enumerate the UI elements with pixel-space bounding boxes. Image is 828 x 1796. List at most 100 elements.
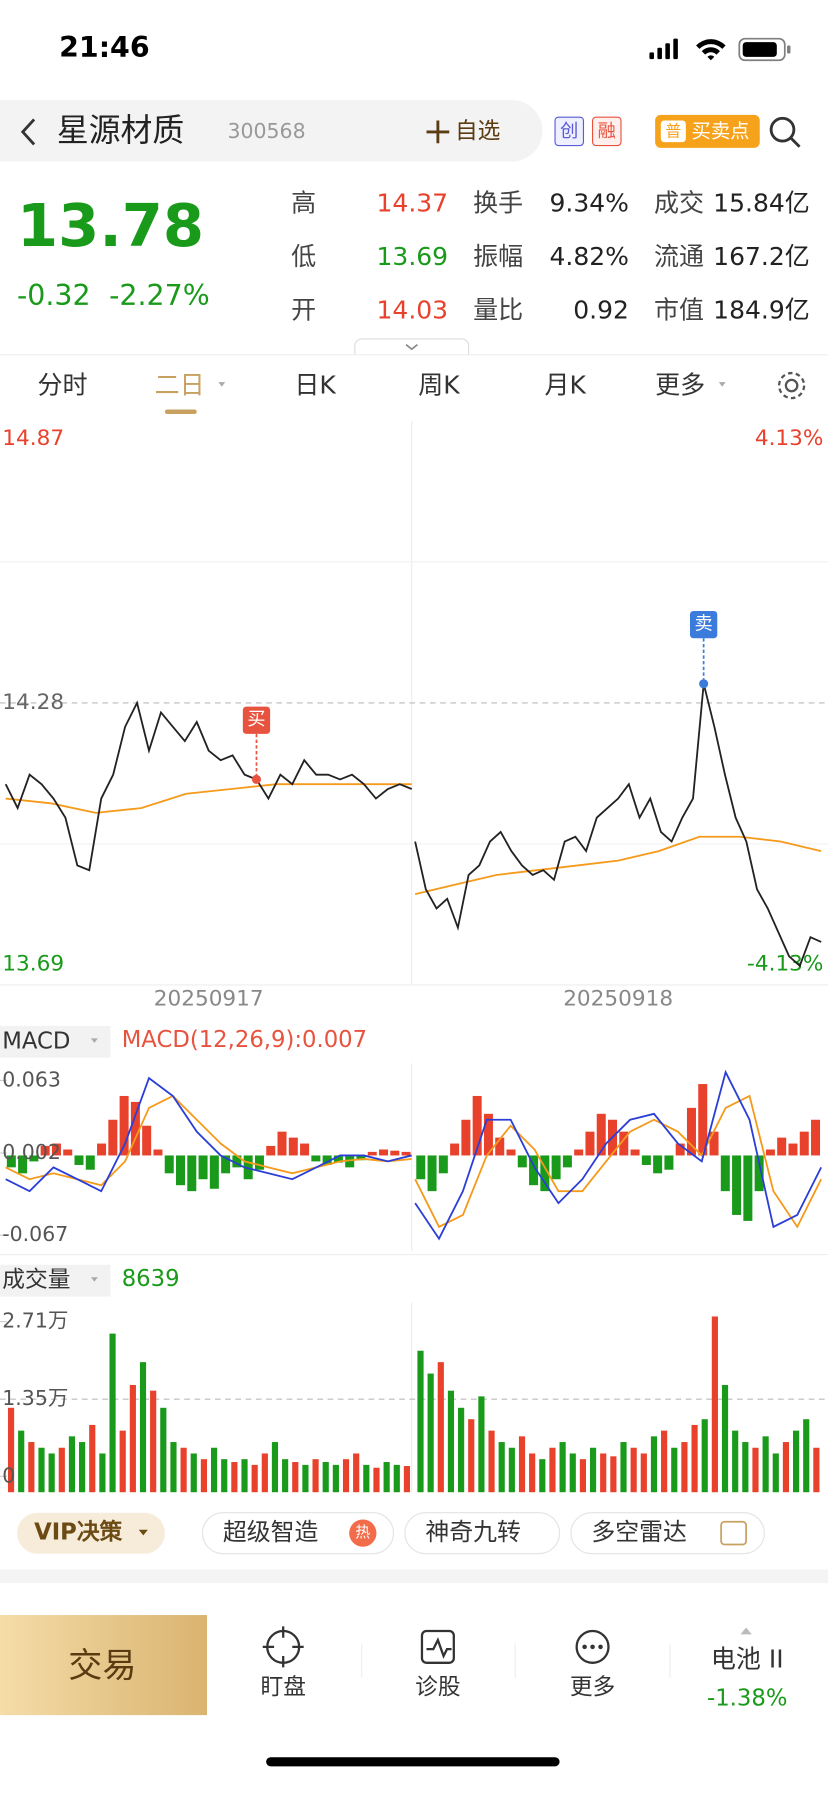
- tab-label: 月K: [545, 371, 587, 400]
- period-tab[interactable]: 更多: [655, 371, 726, 400]
- tool-label: VIP决策: [34, 1519, 122, 1546]
- back-button[interactable]: [20, 118, 36, 146]
- index-name: 电池 II: [711, 1645, 784, 1674]
- trade-button[interactable]: 交易: [0, 1615, 207, 1716]
- macd-bar: [345, 1155, 355, 1168]
- badge-box: [591, 116, 622, 147]
- period-tab[interactable]: 日K: [294, 371, 336, 400]
- watch-label: 自选: [455, 118, 500, 144]
- y-tick-label: 0: [2, 1463, 15, 1487]
- volume-bar: [579, 1459, 586, 1493]
- stock-name: 星源材质: [57, 111, 184, 149]
- volume-bar: [468, 1419, 475, 1493]
- volume-bar: [488, 1430, 495, 1493]
- period-tabs: 分时 二日 日K 周K 月K 更多: [38, 371, 726, 414]
- macd-bar: [709, 1131, 719, 1156]
- volume-bar: [119, 1430, 126, 1493]
- macd-bar: [450, 1143, 460, 1156]
- volume-label: 成交量: [2, 1267, 70, 1293]
- price-chart: 13.69 14.28 14.87 4.13% -4.13% 20250917 202509…: [0, 420, 828, 1012]
- macd-bar: [732, 1155, 742, 1215]
- date-label: 20250918: [563, 987, 673, 1012]
- macd-bar: [664, 1155, 674, 1170]
- macd-bar: [811, 1119, 821, 1156]
- stat-value: 4.82%: [549, 242, 628, 271]
- period-tab[interactable]: 二日: [155, 371, 226, 414]
- signal-label: 买: [247, 709, 265, 730]
- index-change: -1.38%: [707, 1686, 787, 1712]
- macd-indicator: MACD(12,26,9):0.007: [122, 1027, 367, 1053]
- price-change: -0.32: [17, 279, 91, 312]
- watch-button[interactable]: 自选: [426, 118, 501, 144]
- nav-watch[interactable]: 盯盘: [260, 1626, 306, 1700]
- volume-bar: [711, 1316, 718, 1493]
- volume-bar: [447, 1390, 455, 1493]
- signal-button[interactable]: 普 买卖点: [655, 114, 760, 148]
- macd-bar: [506, 1149, 516, 1156]
- tool-button[interactable]: 超级智造 热: [201, 1512, 395, 1555]
- volume-bar: [782, 1442, 790, 1493]
- macd-bar: [187, 1155, 197, 1192]
- macd-bar: [777, 1137, 787, 1156]
- macd-bar: [356, 1155, 366, 1161]
- volume-bar: [559, 1442, 566, 1493]
- stat-label: 高: [291, 189, 316, 218]
- volume-bar: [762, 1436, 769, 1493]
- macd-bar: [686, 1107, 696, 1156]
- tool-button[interactable]: 神奇九转: [404, 1512, 561, 1555]
- volume-bar: [363, 1464, 370, 1493]
- volume-bar: [38, 1447, 45, 1493]
- trade-label: 交易: [68, 1646, 136, 1686]
- volume-bar: [671, 1447, 678, 1493]
- macd-bar: [221, 1155, 231, 1174]
- stat-label: 换手: [473, 189, 523, 218]
- macd-bar: [641, 1155, 651, 1165]
- volume-bar: [478, 1396, 485, 1493]
- macd-bar: [198, 1155, 208, 1180]
- macd-bar: [153, 1149, 163, 1156]
- price-line: [4, 700, 413, 872]
- badge-box: [554, 116, 585, 147]
- home-indicator: [266, 1757, 560, 1767]
- header-bar: [0, 100, 543, 162]
- volume-bar: [383, 1462, 390, 1493]
- volume-bar: [417, 1350, 424, 1493]
- dif-line: [414, 1069, 822, 1241]
- tool-button[interactable]: 多空雷达: [570, 1512, 765, 1555]
- macd-bar: [97, 1143, 107, 1156]
- macd-bar: [322, 1155, 332, 1165]
- macd-bar: [743, 1155, 753, 1221]
- search-button[interactable]: [769, 116, 801, 148]
- volume-current: 8639: [122, 1266, 180, 1292]
- volume-bar: [620, 1442, 627, 1493]
- macd-bar: [18, 1155, 28, 1174]
- volume-bar: [600, 1453, 607, 1493]
- macd-label-bg: [0, 1025, 111, 1058]
- macd-bar: [29, 1155, 39, 1162]
- settings-button[interactable]: [777, 371, 806, 400]
- period-tab[interactable]: 周K: [418, 371, 460, 400]
- volume-bar: [437, 1362, 444, 1493]
- expand-arrow: [405, 343, 418, 351]
- signal-badge: [689, 610, 718, 639]
- macd-bar: [333, 1155, 343, 1163]
- period-tab[interactable]: 分时: [38, 371, 88, 400]
- volume-bar: [28, 1442, 35, 1493]
- period-tab[interactable]: 月K: [545, 371, 587, 400]
- volume-bar: [180, 1447, 187, 1493]
- macd-bar: [254, 1155, 264, 1170]
- macd-bar: [288, 1137, 298, 1156]
- stat-value: 167.2亿: [713, 242, 810, 271]
- dea-line: [414, 1094, 822, 1229]
- dea-line: [5, 1094, 412, 1187]
- tool-vip[interactable]: VIP决策: [17, 1512, 165, 1554]
- nav-diagnose[interactable]: 诊股: [415, 1629, 461, 1700]
- volume-bar: [650, 1436, 658, 1493]
- volume-bar: [518, 1436, 526, 1493]
- nav-more[interactable]: 更多: [570, 1629, 615, 1700]
- macd-bar: [551, 1155, 561, 1180]
- expand-handle[interactable]: [354, 338, 470, 355]
- macd-bar: [630, 1149, 640, 1156]
- nav-index[interactable]: 电池 II -1.38%: [707, 1627, 787, 1712]
